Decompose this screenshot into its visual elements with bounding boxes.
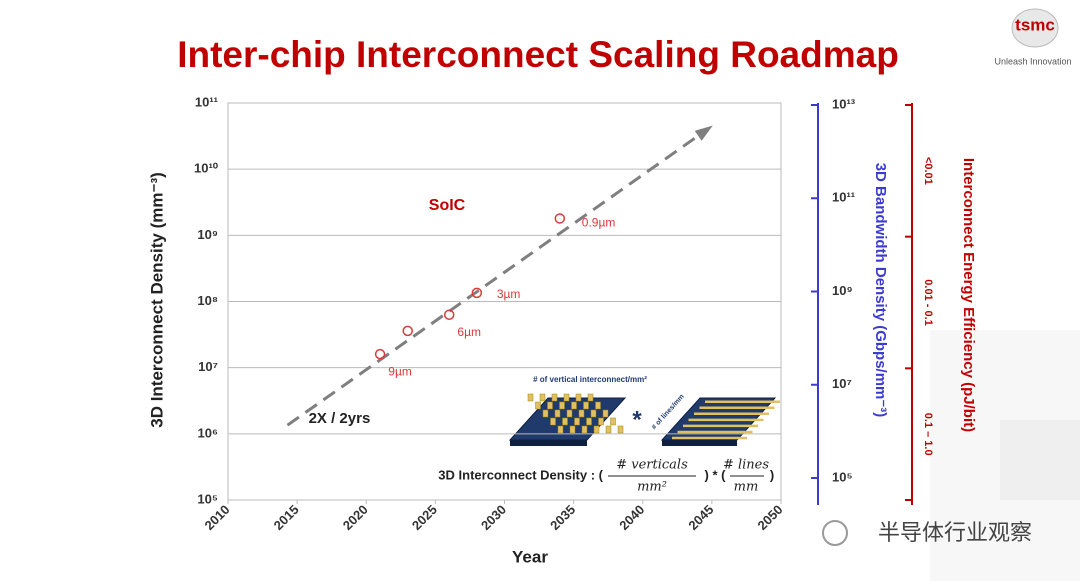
watermark: 半导体行业观察 (878, 521, 1032, 546)
pillar (598, 417, 604, 426)
x-tick-label: 2045 (685, 502, 716, 533)
pillar (602, 409, 609, 418)
inset-lines (672, 400, 780, 440)
x-tick-label: 2030 (478, 502, 509, 533)
pillar (575, 393, 582, 402)
data-point (402, 325, 413, 337)
pillar (539, 393, 546, 402)
formula-den: mm (734, 480, 759, 495)
y2-tick-label: 10⁷ (832, 376, 852, 391)
y2-tick-label: 10¹³ (832, 96, 856, 111)
pillar (605, 425, 612, 434)
logo-tagline: Unleash Innovation (994, 56, 1071, 66)
y2-tick-label: 10⁹ (832, 283, 853, 298)
pillar (574, 417, 580, 426)
pillar (578, 409, 585, 418)
pillar (593, 425, 600, 434)
pillar (610, 417, 616, 426)
pillar (550, 417, 556, 426)
formula-num: # verticals (616, 458, 688, 473)
data-point (374, 348, 386, 360)
pillar (542, 409, 549, 418)
y2-axis-label: 3D Bandwidth Density (Gbps/mm⁻³) (872, 163, 889, 418)
formula-suffix: ) (770, 467, 774, 482)
trend-line (286, 128, 708, 427)
data-point (471, 287, 483, 299)
pillar (566, 409, 573, 418)
formula: 3D Interconnect Density : ( # verticals … (438, 458, 774, 495)
y-tick-label: 10⁵ (197, 491, 218, 506)
pillar (557, 425, 564, 434)
svg-text:*: * (632, 406, 642, 433)
y-tick-label: 10¹⁰ (194, 161, 219, 176)
formula-prefix: 3D Interconnect Density : ( (438, 467, 603, 482)
pillar (587, 393, 594, 402)
formula-mid: ) * ( (705, 467, 727, 482)
background-tiles (1000, 420, 1080, 500)
y2-tick-label: 10¹¹ (832, 190, 855, 205)
logo-text: tsmc (1015, 15, 1055, 34)
x-tick-label: 2050 (754, 502, 785, 533)
data-point (554, 213, 566, 224)
pillar (590, 409, 597, 418)
pillar (563, 393, 570, 402)
pillar (569, 425, 576, 434)
x-tick-label: 2015 (271, 502, 302, 533)
pillar (527, 393, 534, 402)
logo-emblem (1011, 8, 1059, 48)
inset-pillars (527, 393, 624, 434)
point-label: 0.9µm (582, 216, 616, 230)
pillar (562, 417, 568, 426)
pillar (581, 425, 588, 434)
trend-arrowhead (694, 125, 713, 141)
x-tick-label: 2035 (547, 502, 578, 533)
formula-num: # lines (723, 458, 769, 473)
series-label: SoIC (429, 197, 466, 214)
energy-category: 0.1 – 1.0 (922, 413, 934, 456)
formula-den: mm² (637, 480, 667, 495)
point-label: 9µm (388, 364, 412, 378)
y2-tick-label: 10⁵ (832, 469, 853, 484)
y-tick-label: 10⁶ (198, 425, 218, 440)
x-tick-label: 2020 (340, 502, 371, 533)
pillar (617, 425, 624, 434)
x-tick-label: 2040 (616, 502, 647, 533)
data-point (443, 309, 455, 321)
y-tick-label: 10⁹ (197, 227, 218, 242)
x-tick-label: 2010 (201, 502, 232, 533)
trend-label: 2X / 2yrs (309, 410, 371, 427)
point-label: 6µm (457, 325, 481, 339)
point-label: 3µm (497, 287, 521, 301)
y-tick-label: 10¹¹ (195, 94, 218, 109)
y-tick-label: 10⁸ (197, 293, 218, 308)
pillar (583, 401, 589, 410)
pillar (535, 401, 541, 410)
energy-category: <0.01 (922, 157, 934, 185)
x-axis-label: Year (512, 547, 548, 566)
pillar (595, 401, 601, 410)
pillar (551, 393, 558, 402)
watermark-icon (822, 520, 848, 546)
pillar (554, 409, 561, 418)
energy-axis-label: Interconnect Energy Efficiency (pJ/bit) (960, 158, 977, 432)
chart-title: Inter-chip Interconnect Scaling Roadmap (177, 34, 899, 75)
pillar (586, 417, 592, 426)
pillar (559, 401, 565, 410)
pillar (547, 401, 553, 410)
y-axis-label: 3D Interconnect Density (mm⁻³) (147, 172, 166, 428)
x-tick-label: 2025 (409, 502, 440, 533)
inset-vertical-label: # of vertical interconnect/mm² (533, 375, 647, 384)
energy-category: 0.01 - 0.1 (922, 279, 934, 325)
y-tick-label: 10⁷ (198, 359, 218, 374)
pillar (571, 401, 577, 410)
